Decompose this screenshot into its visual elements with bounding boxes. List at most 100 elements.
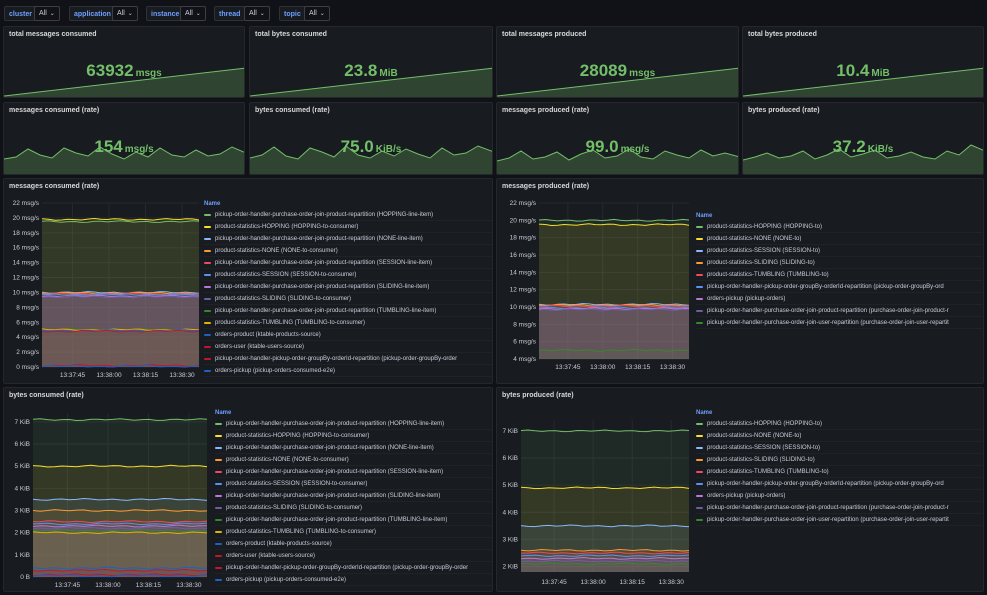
legend-item[interactable]: product-statistics-SLIDING (SLIDING-to-c… [204,293,492,305]
legend-item[interactable]: pickup-order-handler-purchase-order-join… [696,514,982,526]
legend-item[interactable]: orders-pickup (pickup-orders) [696,490,982,502]
y-tick-label: 6 msg/s [513,339,537,346]
legend-item[interactable]: pickup-order-handler-purchase-order-join… [215,466,492,478]
legend-item[interactable]: product-statistics-TUMBLING (TUMBLING-to… [204,317,492,329]
legend-swatch [696,310,703,312]
x-tick-label: 13:38:00 [580,579,606,586]
legend-item[interactable]: product-statistics-SESSION (SESSION-to-c… [215,478,492,490]
legend-label: product-statistics-TUMBLING (TUMBLING-to… [226,529,377,535]
stat-panel-messages-produced-rate[interactable]: messages produced (rate) 99.0 msg/s [496,102,739,175]
legend-item[interactable]: orders-product (ktable-products-source) [215,538,492,550]
legend-item[interactable]: product-statistics-HOPPING (HOPPING-to) [696,418,982,430]
stat-panel-total-messages-produced[interactable]: total messages produced 28089 msgs [496,26,739,98]
legend-label: pickup-order-handler-purchase-order-join… [707,308,949,314]
graph-panel-messages-consumed-rate[interactable]: messages consumed (rate) 0 msg/s 2 msg/s 4… [3,178,493,384]
legend-item[interactable]: pickup-order-handler-purchase-order-join… [204,305,492,317]
legend-swatch [204,334,211,336]
legend-item[interactable]: pickup-order-handler-purchase-order-join… [696,305,982,317]
legend-item[interactable]: product-statistics-HOPPING (HOPPING-to) [696,221,982,233]
x-tick-label: 13:38:30 [659,579,685,586]
var-select-instance[interactable]: All ⌄ [180,6,206,21]
legend-item[interactable]: orders-user (ktable-users-source) [204,341,492,353]
legend-item[interactable]: pickup-order-handler-pickup-order-groupB… [696,281,982,293]
legend-item[interactable]: orders-pickup (pickup-orders-consumed-e2… [204,365,492,377]
legend-label: pickup-order-handler-purchase-order-join… [215,308,437,314]
y-tick-label: 8 msg/s [513,321,537,328]
legend-item[interactable]: pickup-order-handler-purchase-order-join… [215,418,492,430]
stat-panel-bytes-consumed-rate[interactable]: bytes consumed (rate) 75.0 KiB/s [249,102,493,175]
panel-title: total messages produced [502,31,587,38]
legend-item[interactable]: orders-product (ktable-products-source) [204,329,492,341]
legend-swatch [215,483,222,485]
series-area [539,303,689,359]
chevron-down-icon: ⌄ [259,11,265,17]
legend-item[interactable]: product-statistics-NONE (NONE-to-consume… [215,454,492,466]
var-select-thread[interactable]: All ⌄ [244,6,270,21]
legend-item[interactable]: pickup-order-handler-purchase-order-join… [204,281,492,293]
chart-plot: 4 msg/s 6 msg/s 8 msg/s 10 msg/s 12 msg/s 14 … [510,200,690,371]
legend-item[interactable]: product-statistics-HOPPING (HOPPING-to-c… [215,430,492,442]
legend-label: product-statistics-SESSION (SESSION-to-c… [215,272,357,278]
legend-item[interactable]: pickup-order-handler-purchase-order-join… [696,502,982,514]
legend-item[interactable]: product-statistics-NONE (NONE-to) [696,233,982,245]
legend-item[interactable]: product-statistics-SESSION (SESSION-to-c… [204,269,492,281]
series-line [32,522,208,526]
legend-header[interactable]: Name [215,410,232,416]
legend-item[interactable]: pickup-order-handler-purchase-order-join… [215,442,492,454]
legend-item[interactable]: product-statistics-HOPPING (HOPPING-to-c… [204,221,492,233]
x-tick-label: 13:38:30 [660,364,686,371]
stat-value: 63932 msgs [86,61,162,80]
legend-item[interactable]: pickup-order-handler-purchase-order-join… [204,257,492,269]
legend-label: orders-user (ktable-users-source) [215,344,305,350]
legend-item[interactable]: product-statistics-NONE (NONE-to) [696,430,982,442]
stat-panel-total-bytes-consumed[interactable]: total bytes consumed 23.8 MiB [249,26,493,98]
legend-label: product-statistics-NONE (NONE-to-consume… [215,248,338,254]
series-line [538,302,690,306]
legend-item[interactable]: product-statistics-NONE (NONE-to-consume… [204,245,492,257]
legend-item[interactable]: product-statistics-TUMBLING (TUMBLING-to… [696,466,982,478]
legend-item[interactable]: pickup-order-handler-pickup-order-groupB… [215,562,492,574]
series-area [42,328,199,367]
legend-swatch [696,322,703,324]
legend-item[interactable]: pickup-order-handler-pickup-order-groupB… [696,478,982,490]
legend-item[interactable]: product-statistics-SLIDING (SLIDING-to) [696,257,982,269]
legend-swatch [696,423,703,425]
legend-header[interactable]: Name [696,213,713,219]
legend-item[interactable]: orders-pickup (pickup-orders-consumed-e2… [215,574,492,586]
stat-panel-total-bytes-produced[interactable]: total bytes produced 10.4 MiB [742,26,984,98]
x-tick-label: 13:38:15 [136,582,162,589]
legend-item[interactable]: product-statistics-SLIDING (SLIDING-to) [696,454,982,466]
legend-item[interactable]: orders-pickup (pickup-orders) [696,293,982,305]
legend-header[interactable]: Name [204,201,221,207]
graph-panel-messages-produced-rate[interactable]: messages produced (rate) 4 msg/s 6 msg/s 8… [496,178,984,384]
legend-item[interactable]: product-statistics-SLIDING (SLIDING-to-c… [215,502,492,514]
legend-item[interactable]: product-statistics-SESSION (SESSION-to) [696,245,982,257]
legend-item[interactable]: orders-user (ktable-users-source) [215,550,492,562]
legend-label: pickup-order-handler-pickup-order-groupB… [215,356,458,362]
legend-item[interactable]: pickup-order-handler-purchase-order-join… [215,490,492,502]
graph-panel-bytes-produced-rate[interactable]: bytes produced (rate) 2 KiB 3 KiB 4 KiB 5 K… [496,387,984,592]
stat-panel-messages-consumed-rate[interactable]: messages consumed (rate) 154 msg/s [3,102,245,175]
legend-item[interactable]: product-statistics-SESSION (SESSION-to) [696,442,982,454]
legend-swatch [204,358,211,360]
series-line [538,223,690,227]
legend-label: orders-pickup (pickup-orders-consumed-e2… [226,577,347,583]
var-select-application[interactable]: All ⌄ [112,6,138,21]
legend-item[interactable]: pickup-order-handler-purchase-order-join… [215,514,492,526]
legend-label: pickup-order-handler-pickup-order-groupB… [707,481,944,487]
graph-panel-bytes-consumed-rate[interactable]: bytes consumed (rate) 0 B 1 KiB 2 KiB 3 KiB… [3,387,493,592]
legend-item[interactable]: pickup-order-handler-pickup-order-groupB… [204,353,492,365]
series-line [41,295,200,299]
x-tick-label: 13:37:45 [541,579,567,586]
stat-panel-total-messages-consumed[interactable]: total messages consumed 63932 msgs [3,26,245,98]
legend-item[interactable]: pickup-order-handler-purchase-order-join… [204,233,492,245]
legend-label: orders-pickup (pickup-orders-consumed-e2… [215,368,336,374]
legend-item[interactable]: product-statistics-TUMBLING (TUMBLING-to… [696,269,982,281]
legend-item[interactable]: pickup-order-handler-purchase-order-join… [696,317,982,329]
var-select-topic[interactable]: All ⌄ [304,6,330,21]
legend-item[interactable]: pickup-order-handler-purchase-order-join… [204,209,492,221]
var-select-cluster[interactable]: All ⌄ [34,6,60,21]
legend-header[interactable]: Name [696,410,713,416]
stat-panel-bytes-produced-rate[interactable]: bytes produced (rate) 37.2 KiB/s [742,102,984,175]
legend-item[interactable]: product-statistics-TUMBLING (TUMBLING-to… [215,526,492,538]
